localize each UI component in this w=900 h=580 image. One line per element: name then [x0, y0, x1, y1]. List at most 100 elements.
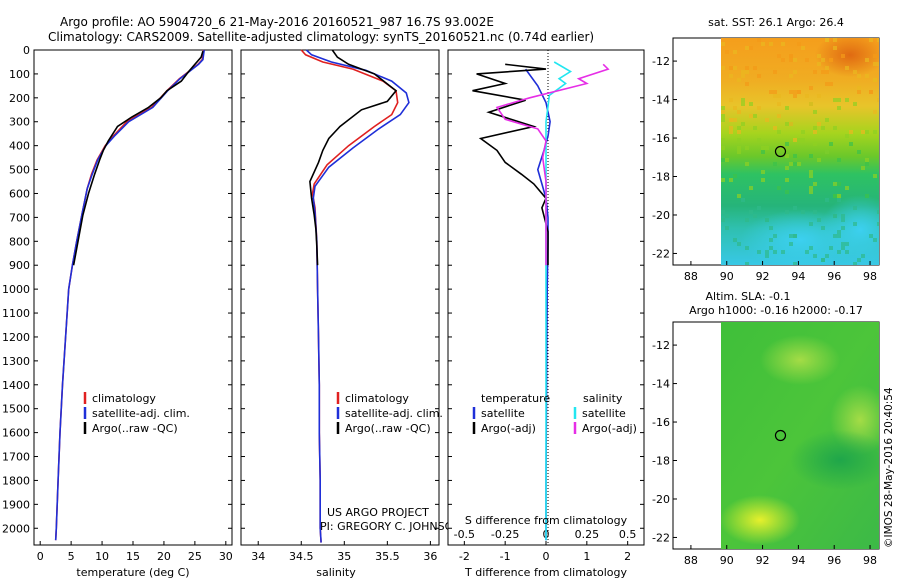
- sla-map-subtitle: Argo h1000: -0.16 h2000: -0.17: [689, 304, 863, 317]
- sst-pixel: [825, 70, 829, 74]
- sst-pixel: [789, 122, 793, 126]
- sst-pixel: [737, 138, 741, 142]
- y-tick-label: 1700: [2, 451, 30, 464]
- sst-pixel: [761, 42, 765, 46]
- sst-pixel: [837, 234, 841, 238]
- sst-map-panel: sat. SST: 26.1 Argo: 26.4: [652, 16, 880, 283]
- sst-pixel: [757, 106, 761, 110]
- sst-pixel: [737, 78, 741, 82]
- lat-tick-label: -18: [652, 171, 670, 184]
- sla-heatmap: [721, 322, 879, 549]
- sst-pixel: [865, 130, 869, 134]
- sst-pixel: [729, 66, 733, 70]
- sst-pixel: [809, 102, 813, 106]
- sst-pixel: [773, 162, 777, 166]
- sla-dark-patch: [790, 430, 879, 490]
- y-tick-label: 1000: [2, 283, 30, 296]
- y-tick-label: 800: [9, 235, 30, 248]
- y-tick-label: 300: [9, 116, 30, 129]
- sst-pixel: [741, 122, 745, 126]
- sst-pixel: [837, 250, 841, 254]
- lat-tick-label: -22: [652, 531, 670, 544]
- sst-pixel: [757, 74, 761, 78]
- sst-pixel: [829, 142, 833, 146]
- y-tick-label: 500: [9, 164, 30, 177]
- series-line-salinity-satellite: [545, 61, 573, 541]
- sst-pixel: [761, 170, 765, 174]
- sst-pixel: [745, 146, 749, 150]
- sst-pixel: [841, 226, 845, 230]
- sst-pixel: [877, 210, 879, 214]
- sst-pixel: [797, 42, 801, 46]
- difference-y-ticks: [448, 49, 644, 529]
- sst-pixel: [833, 126, 837, 130]
- temperature-x-axis: 0 5 10 15 20 25 30: [37, 541, 233, 563]
- sst-pixel: [877, 38, 879, 42]
- pi-credit: PI: GREGORY C. JOHNSON: [320, 520, 461, 533]
- y-tick-label: 100: [9, 68, 30, 81]
- sst-pixel: [785, 178, 789, 182]
- sst-pixel: [757, 250, 761, 254]
- sst-pixel: [833, 214, 837, 218]
- sst-pixel: [821, 258, 825, 262]
- sst-pixel: [877, 98, 879, 102]
- legend-label-satellite: satellite-adj. clim.: [92, 407, 190, 420]
- sst-pixel: [785, 190, 789, 194]
- legend-label-argo: Argo(..raw -QC): [345, 422, 431, 435]
- sst-pixel: [733, 66, 737, 70]
- sst-pixel: [865, 158, 869, 162]
- series-line-temperature-argo-adj-: [472, 63, 549, 266]
- sst-pixel: [761, 150, 765, 154]
- sst-pixel: [809, 86, 813, 90]
- sst-pixel: [797, 162, 801, 166]
- sst-pixel: [785, 122, 789, 126]
- difference-xlabel: T difference from climatology: [464, 566, 627, 579]
- sst-pixel: [753, 114, 757, 118]
- lon-tick-label: 92: [756, 554, 770, 567]
- sst-pixel: [805, 58, 809, 62]
- legend-label-s-argo: Argo(-adj): [582, 422, 637, 435]
- sst-pixel: [833, 182, 837, 186]
- sst-pixel: [853, 222, 857, 226]
- y-tick-label: 900: [9, 259, 30, 272]
- sst-pixel: [841, 218, 845, 222]
- sst-pixel: [765, 146, 769, 150]
- sst-pixel: [737, 130, 741, 134]
- sst-pixel: [765, 218, 769, 222]
- sst-pixel: [725, 158, 729, 162]
- sst-pixel: [777, 186, 781, 190]
- sst-pixel: [817, 158, 821, 162]
- sst-pixel: [749, 102, 753, 106]
- y-tick-label: 1100: [2, 307, 30, 320]
- argo-location-marker: [774, 145, 787, 158]
- sst-pixel: [837, 106, 841, 110]
- lon-tick-label: 90: [720, 270, 734, 283]
- x-tick-label: 25: [188, 550, 202, 563]
- y-tick-label: 1400: [2, 379, 30, 392]
- lon-tick-label: 88: [684, 270, 698, 283]
- sla-map-panel: Altim. SLA: -0.1 Argo h1000: -0.16 h2000…: [652, 290, 880, 567]
- sst-pixel: [749, 114, 753, 118]
- x-tick-label: 15: [126, 550, 140, 563]
- y-tick-label: 700: [9, 211, 30, 224]
- sst-pixel: [725, 50, 729, 54]
- lon-tick-label: 94: [791, 554, 805, 567]
- sst-pixel: [837, 230, 841, 234]
- sst-pixel: [753, 66, 757, 70]
- sst-pixel: [813, 210, 817, 214]
- sst-pixel: [869, 90, 873, 94]
- sst-pixel: [793, 138, 797, 142]
- sst-pixel: [773, 234, 777, 238]
- sst-pixel: [857, 150, 861, 154]
- sst-pixel: [793, 154, 797, 158]
- lon-tick-label: 98: [863, 554, 877, 567]
- legend-header-temperature: temperature: [481, 392, 550, 405]
- y-tick-label: 2000: [2, 522, 30, 535]
- legend-label-t-argo: Argo(-adj): [481, 422, 536, 435]
- sst-pixel: [853, 262, 857, 265]
- sst-map-axes: 88 90 92 94 96 98 -12 -14 -16 -18 -20 -22: [652, 55, 877, 283]
- sst-pixel: [741, 70, 745, 74]
- sst-pixel: [721, 158, 725, 162]
- x-tick-label: 30: [219, 550, 233, 563]
- lon-tick-label: 96: [827, 270, 841, 283]
